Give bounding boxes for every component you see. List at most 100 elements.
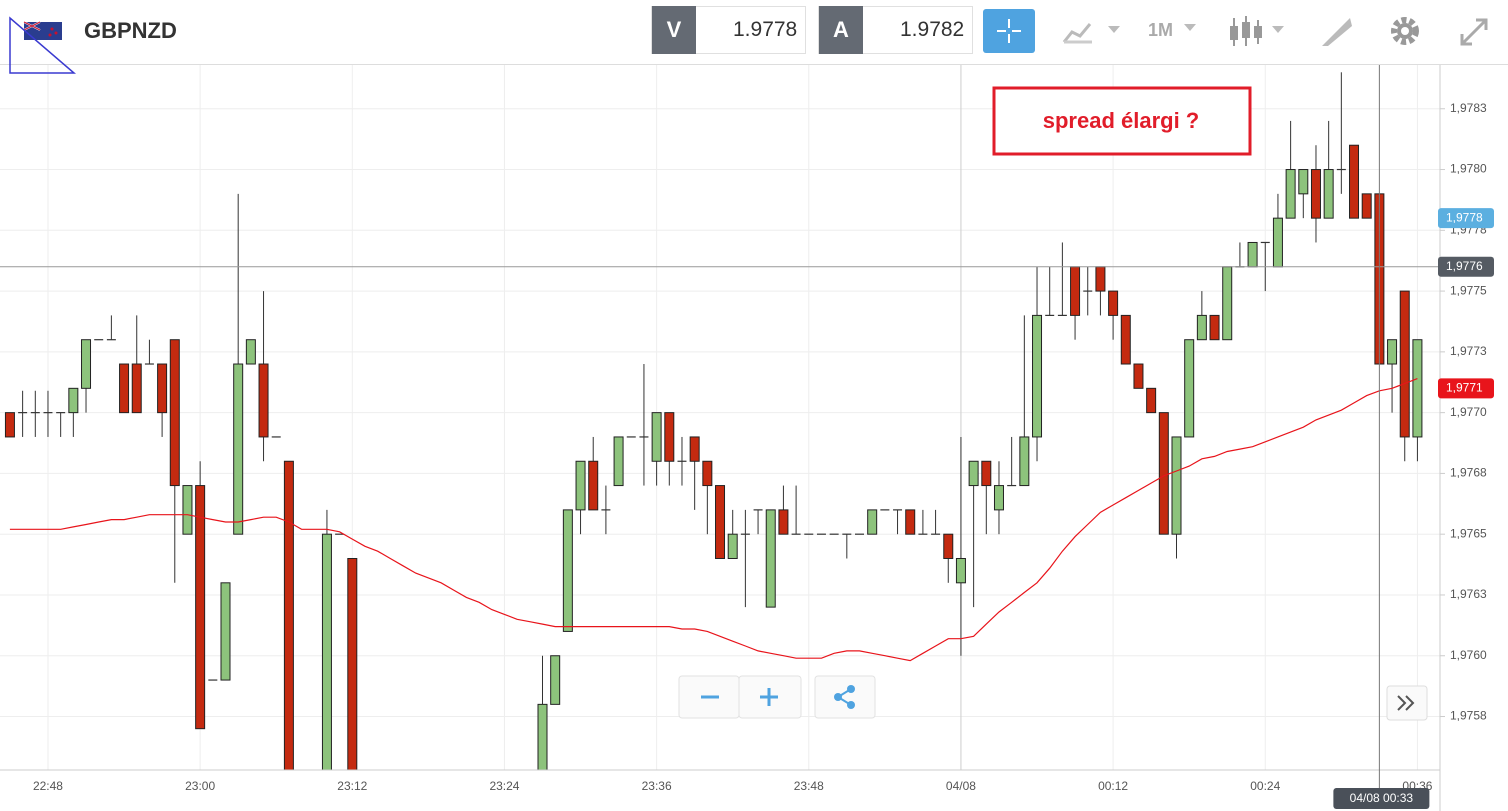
candle-body xyxy=(1285,169,1296,219)
candle-body xyxy=(1399,290,1410,438)
candle-body xyxy=(119,363,130,414)
x-tick-label: 23:24 xyxy=(489,779,519,793)
candle-body xyxy=(245,339,256,365)
moving-average xyxy=(9,378,1418,662)
x-tick-label: 04/08 xyxy=(946,779,976,793)
candle-body xyxy=(321,533,332,770)
y-tick-label: 1,9760 xyxy=(1450,648,1487,662)
candle-body xyxy=(1412,339,1423,438)
toolbar: GBPNZD V 1.9778 A 1.9782 1M xyxy=(0,0,1508,65)
crosshair-button[interactable] xyxy=(983,9,1035,53)
candle-body xyxy=(651,412,662,462)
candle-body xyxy=(613,436,624,487)
candle-body xyxy=(220,582,231,681)
candle-body xyxy=(1361,193,1372,219)
drawn-triangle[interactable] xyxy=(9,16,77,74)
candle-body xyxy=(1209,314,1220,341)
candle-body xyxy=(1032,314,1043,438)
candle-body xyxy=(955,558,966,584)
price-tag xyxy=(1438,378,1494,399)
flag xyxy=(23,21,62,40)
chart-type-button[interactable] xyxy=(1060,16,1124,46)
candle-body xyxy=(1247,241,1258,268)
candle-body xyxy=(1323,169,1334,219)
x-tick-label: 23:00 xyxy=(185,779,215,793)
candle-body xyxy=(1070,266,1081,316)
candle-body xyxy=(715,485,726,560)
price-tag xyxy=(1438,208,1494,229)
candle-body xyxy=(169,339,180,487)
candle-body xyxy=(283,460,294,770)
candle-body xyxy=(68,387,79,414)
candle-body xyxy=(1146,387,1157,414)
candle-body xyxy=(233,363,244,535)
candle-body xyxy=(1133,363,1144,389)
candle-body xyxy=(867,509,878,535)
fullscreen-button[interactable] xyxy=(1456,14,1492,50)
symbol: GBPNZD xyxy=(84,18,177,43)
y-tick-label: 1,9780 xyxy=(1450,162,1487,176)
x-tick-label: 23:12 xyxy=(337,779,367,793)
candle-body xyxy=(981,460,992,487)
y-tick-label: 1,9775 xyxy=(1450,283,1487,297)
sell-label: V xyxy=(652,6,696,54)
share[interactable] xyxy=(814,675,876,719)
candle-body xyxy=(1108,290,1119,316)
y-tick-label: 1,9770 xyxy=(1450,405,1487,419)
zoom-in[interactable] xyxy=(738,675,802,719)
candle-body xyxy=(702,460,713,487)
candle-body xyxy=(1120,314,1131,365)
draw-button[interactable] xyxy=(1318,14,1354,50)
candle-body xyxy=(664,412,675,462)
candle-body xyxy=(157,363,168,414)
candle-body xyxy=(778,509,789,535)
candle-body xyxy=(537,703,548,770)
candle-body xyxy=(575,460,586,511)
buy-label: A xyxy=(819,6,863,54)
dropdown-icon xyxy=(1184,24,1196,31)
candle-body xyxy=(1298,169,1309,195)
candle-body xyxy=(1272,217,1283,268)
crosshair-time-box xyxy=(1333,788,1430,809)
candle-body xyxy=(689,436,700,462)
buy-box[interactable] xyxy=(818,6,973,54)
x-tick-label: 00:12 xyxy=(1098,779,1128,793)
price-tag xyxy=(1438,256,1494,277)
price-tag-label: 1,9778 xyxy=(1446,210,1483,224)
candle-body xyxy=(765,509,776,608)
candle-body xyxy=(195,485,206,730)
sell-box[interactable] xyxy=(651,6,806,54)
x-tick-label: 23:36 xyxy=(642,779,672,793)
price-tag-label: 1,9771 xyxy=(1446,380,1483,394)
buy-price: 1.9782 xyxy=(900,18,965,41)
candle-body xyxy=(943,533,954,559)
candle-button[interactable] xyxy=(1226,14,1290,50)
timeframe[interactable]: 1M xyxy=(1148,20,1174,40)
candle-body xyxy=(1158,412,1169,535)
candle-body xyxy=(1171,436,1182,535)
candle-body xyxy=(4,412,15,438)
candle-body xyxy=(258,363,269,438)
candle-body xyxy=(1349,144,1360,219)
scroll-right[interactable] xyxy=(1386,685,1428,721)
candle-body xyxy=(1310,169,1321,219)
candle-body xyxy=(1095,266,1106,292)
candle-body xyxy=(905,509,916,535)
y-tick-label: 1,9758 xyxy=(1450,709,1487,723)
grid xyxy=(0,65,1440,770)
annotation-box xyxy=(992,86,1252,156)
x-tick-label: 22:48 xyxy=(33,779,63,793)
settings-button[interactable] xyxy=(1388,14,1422,48)
y-tick-label: 1,9773 xyxy=(1450,344,1487,358)
candle-body xyxy=(347,558,358,770)
candle-body xyxy=(1019,436,1030,487)
candle-body xyxy=(562,509,573,632)
zoom-out[interactable] xyxy=(678,675,740,719)
candle-body xyxy=(1387,339,1398,365)
sell-price: 1.9778 xyxy=(733,18,798,41)
candle-body xyxy=(1184,339,1195,438)
candle-body xyxy=(81,339,92,389)
candle-body xyxy=(550,655,561,705)
y-tick-label: 1,9783 xyxy=(1450,101,1487,115)
